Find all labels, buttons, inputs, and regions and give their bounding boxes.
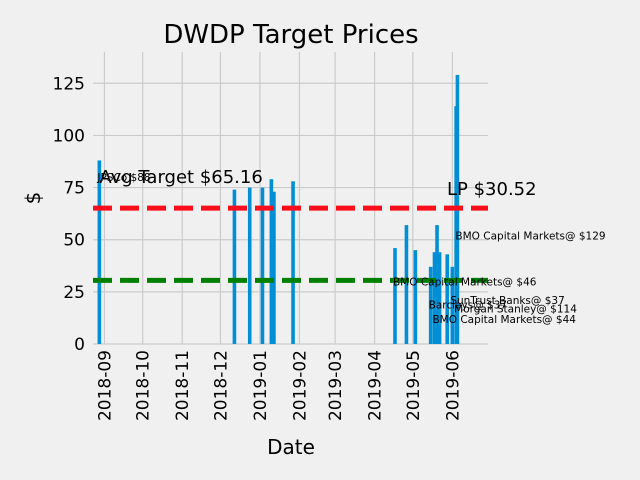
chart-title: DWDP Target Prices <box>163 20 418 50</box>
y-tick-labels: 0 25 50 75 100 125 <box>53 74 85 355</box>
y-tick-label: 0 <box>74 335 85 355</box>
x-tick-label: 2019-01 <box>251 350 271 421</box>
y-tick-label: 100 <box>53 126 85 146</box>
avg-target-label: Avg Target $65.16 <box>99 167 262 188</box>
y-tick-label: 75 <box>63 179 85 199</box>
x-tick-label: 2019-06 <box>443 350 463 421</box>
y-tick-label: 125 <box>53 74 85 94</box>
bar <box>393 248 397 344</box>
bar <box>97 160 102 344</box>
bar <box>404 225 409 344</box>
x-tick-label: 2019-03 <box>326 350 346 421</box>
bar <box>428 266 433 344</box>
x-tick-labels: 2018-09 2018-10 2018-11 2018-12 2019-01 2019-… <box>95 350 463 421</box>
x-tick-label: 2018-11 <box>173 350 193 421</box>
bar <box>435 225 439 344</box>
bar <box>272 191 276 344</box>
bar <box>247 187 252 344</box>
bar <box>291 181 295 344</box>
bar <box>432 252 437 344</box>
bar <box>413 250 418 344</box>
bar <box>450 266 455 344</box>
bar <box>445 254 450 344</box>
reference-lines <box>93 205 488 283</box>
x-tick-label: 2018-12 <box>211 350 231 421</box>
x-tick-label: 2018-10 <box>134 350 154 421</box>
bar <box>260 187 265 344</box>
x-tick-label: 2019-04 <box>366 350 386 421</box>
x-tick-label: 2019-02 <box>290 350 310 421</box>
analyst-annotation: BMO Capital Markets@ $46 <box>393 276 537 288</box>
analyst-annotation: BMO Capital Markets@ $44 <box>432 314 576 326</box>
grid-lines <box>93 52 488 345</box>
bar <box>232 189 237 344</box>
analyst-annotation: BMO Capital Markets@ $129 <box>455 231 605 243</box>
bar <box>437 252 442 344</box>
plot-area <box>93 52 488 344</box>
bar <box>269 179 274 344</box>
analyst-annotation: SunTrust Banks@ $37 <box>450 295 564 307</box>
y-tick-label: 25 <box>63 283 85 303</box>
analyst-annotation: JPSCo $88 <box>96 172 150 184</box>
x-tick-label: 2019-05 <box>404 350 424 421</box>
y-tick-label: 50 <box>63 231 85 251</box>
analyst-annotation: Morgan Stanley@ $114 <box>454 304 577 316</box>
annotations: Avg Target $65.16 LP $30.52 JPSCo $88 BMO C… <box>96 167 605 326</box>
y-axis-label: $ <box>21 192 45 205</box>
x-axis-label: Date <box>267 435 315 459</box>
lp-label: LP $30.52 <box>447 179 537 200</box>
analyst-annotation: Barclays@ $37 <box>429 299 507 311</box>
x-tick-label: 2018-09 <box>95 350 115 421</box>
